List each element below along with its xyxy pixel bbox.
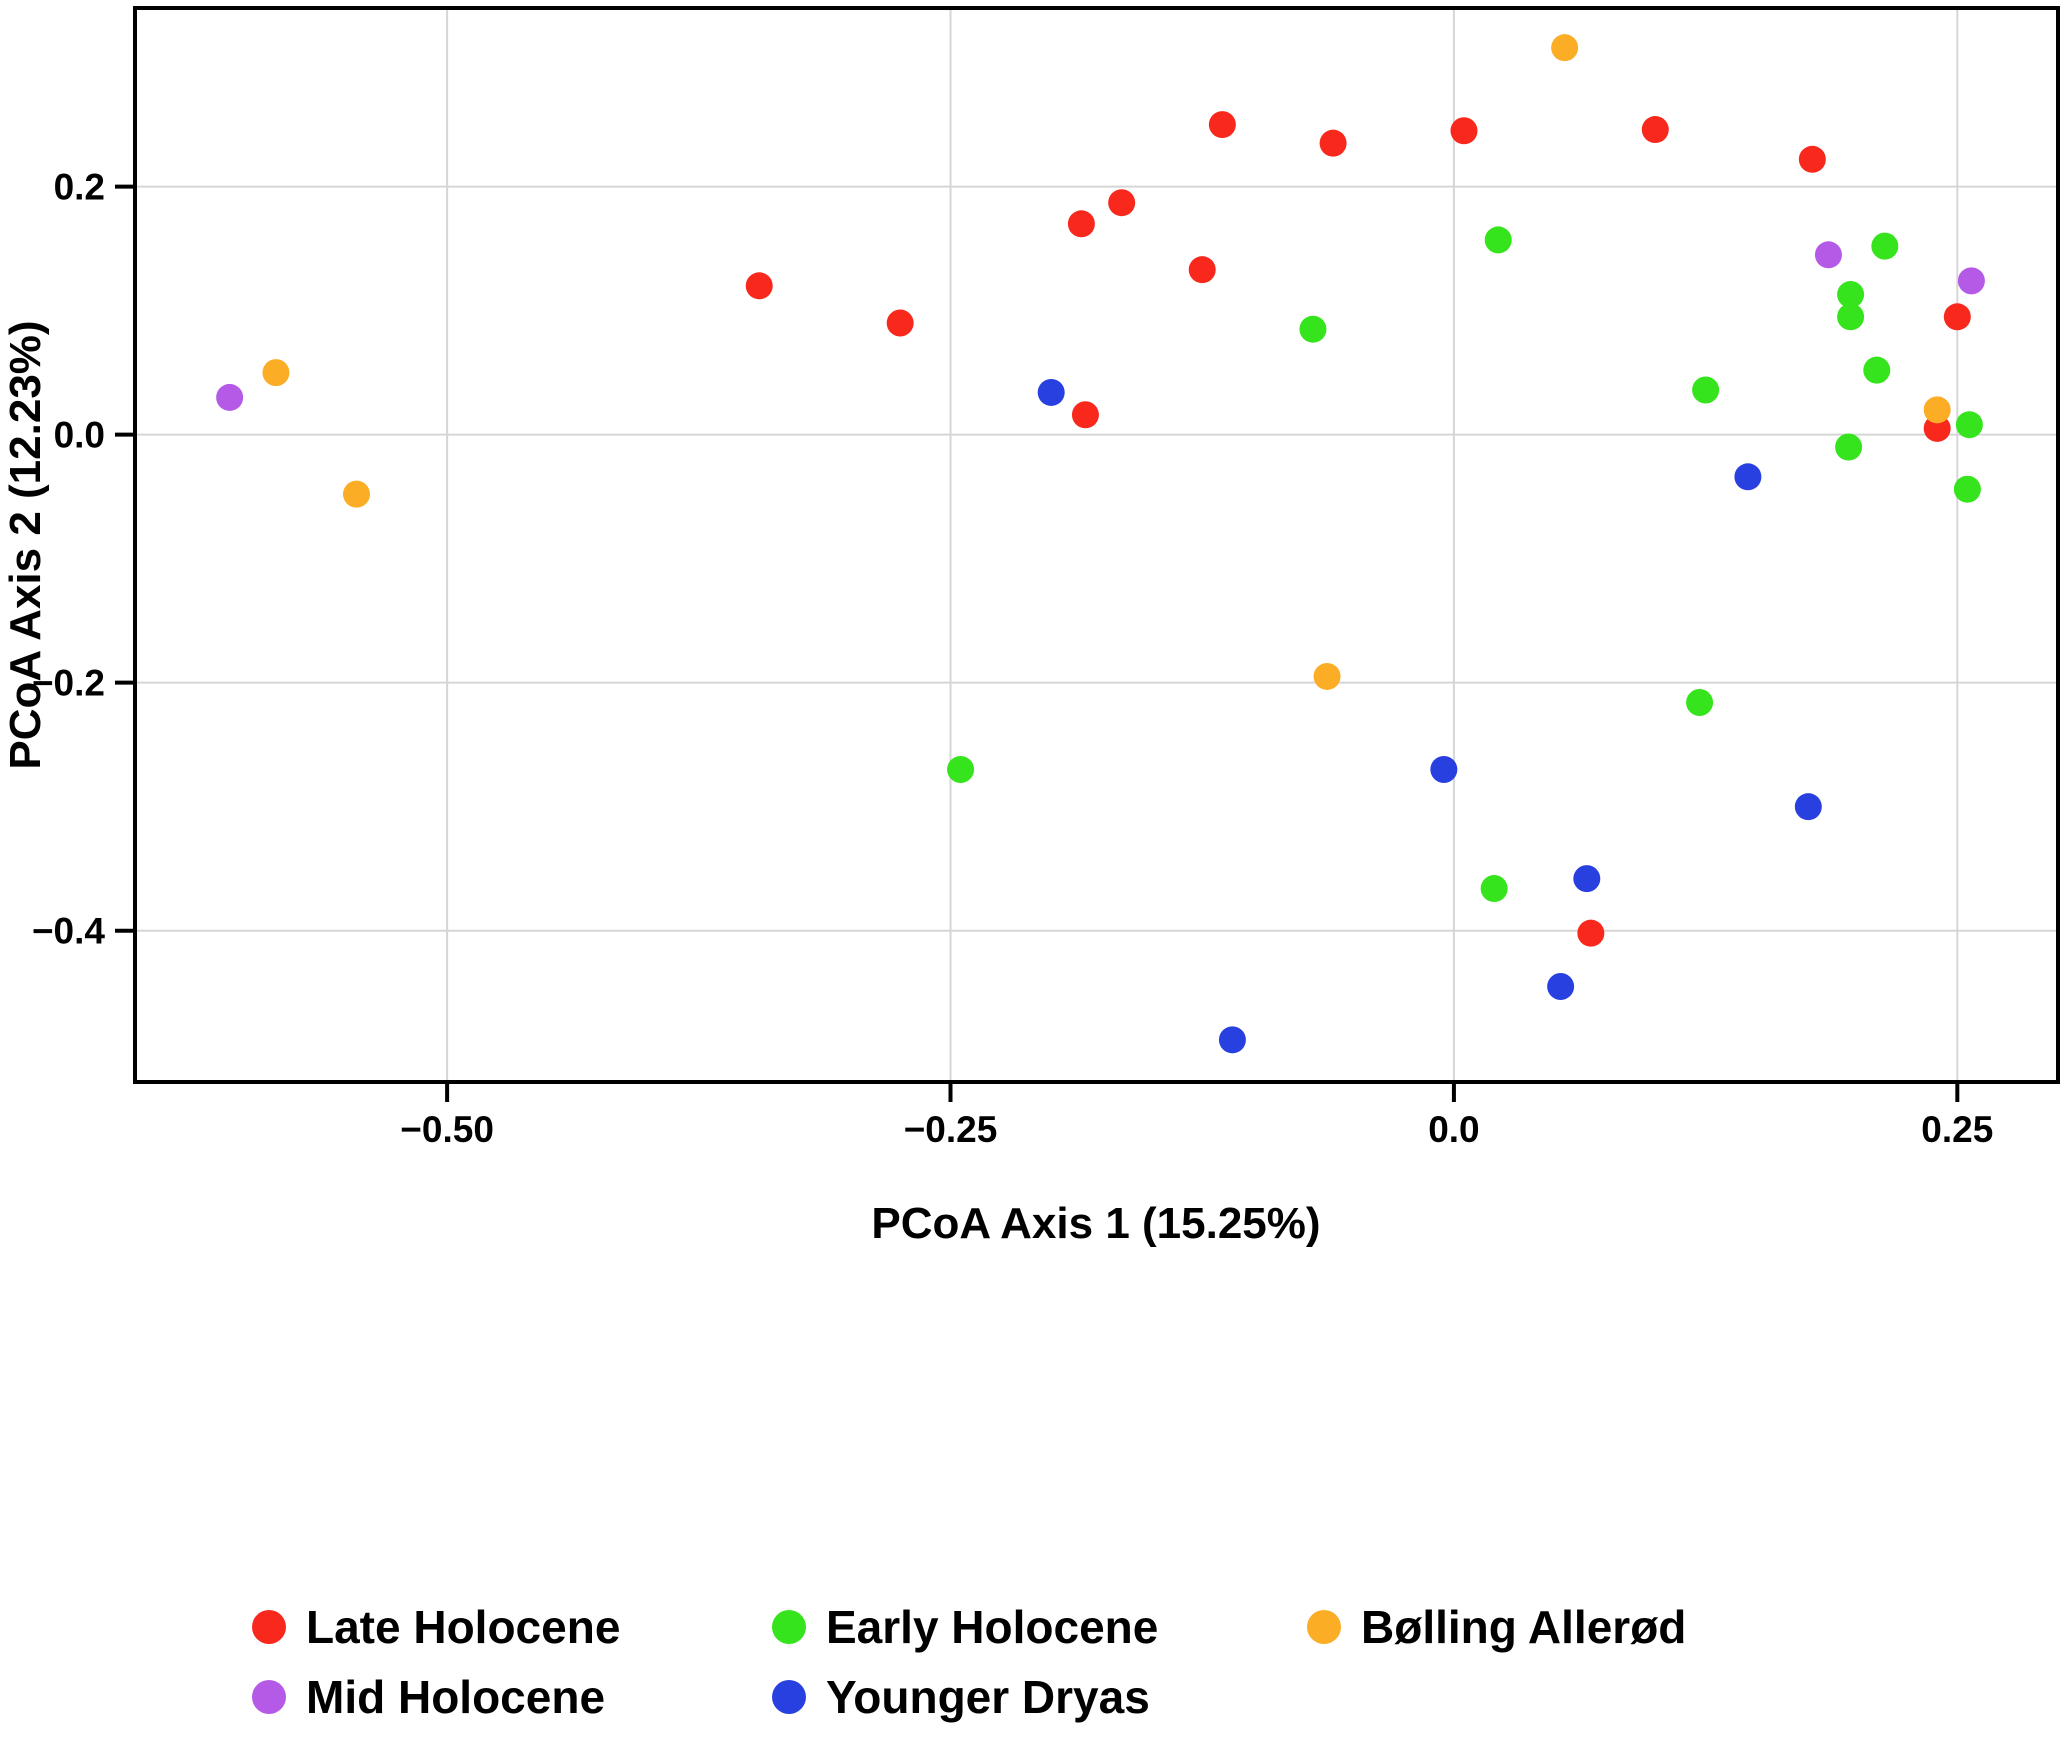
y-axis-title: PCoA Axis 2 (12.23%) bbox=[1, 320, 50, 769]
data-point bbox=[1957, 267, 1985, 295]
data-point bbox=[886, 309, 914, 337]
data-point bbox=[1734, 463, 1762, 491]
x-tick-label: 0.25 bbox=[1921, 1109, 1993, 1150]
data-point bbox=[1480, 875, 1508, 903]
gridlines bbox=[135, 8, 2058, 1082]
legend-label: Late Holocene bbox=[306, 1601, 621, 1653]
legend-item: Bølling Allerød bbox=[1307, 1600, 1686, 1654]
data-point bbox=[262, 359, 290, 387]
legend-swatch-icon bbox=[252, 1680, 286, 1714]
data-point bbox=[342, 480, 370, 508]
data-points bbox=[216, 34, 1985, 1054]
legend: Late Holocene Early Holocene Bølling Aller… bbox=[252, 1600, 1686, 1724]
data-point bbox=[1450, 117, 1478, 145]
data-point bbox=[1686, 689, 1714, 717]
legend-label: Mid Holocene bbox=[306, 1671, 606, 1723]
data-point bbox=[1692, 376, 1720, 404]
data-point bbox=[1953, 475, 1981, 503]
data-point bbox=[1218, 1026, 1246, 1054]
tick-labels: −0.50 −0.25 0.0 0.25 0.2 0.0 −0.2 −0.4 bbox=[32, 167, 1993, 1150]
data-point bbox=[1188, 256, 1216, 284]
legend-item: Younger Dryas bbox=[772, 1670, 1307, 1724]
legend-item: Early Holocene bbox=[772, 1600, 1307, 1654]
data-point bbox=[1551, 34, 1579, 62]
data-point bbox=[947, 755, 975, 783]
data-point bbox=[1943, 303, 1971, 331]
data-point bbox=[1794, 793, 1822, 821]
data-point bbox=[1923, 414, 1951, 442]
y-tick-label: 0.2 bbox=[54, 167, 105, 208]
x-axis-title: PCoA Axis 1 (15.25%) bbox=[871, 1199, 1320, 1248]
y-tick-label: 0.0 bbox=[54, 415, 105, 456]
data-point bbox=[1319, 129, 1347, 157]
data-point bbox=[1837, 280, 1865, 308]
legend-swatch-icon bbox=[772, 1680, 806, 1714]
data-point bbox=[1108, 189, 1136, 217]
data-point bbox=[1814, 241, 1842, 269]
tick-marks bbox=[115, 184, 1960, 1102]
data-point bbox=[1863, 356, 1891, 384]
legend-label: Younger Dryas bbox=[826, 1671, 1150, 1723]
data-point bbox=[1835, 433, 1863, 461]
data-point bbox=[1837, 303, 1865, 331]
data-point bbox=[1067, 210, 1095, 238]
data-point bbox=[1484, 226, 1512, 254]
data-point bbox=[1037, 378, 1065, 406]
data-point bbox=[1299, 315, 1327, 343]
data-point bbox=[1313, 662, 1341, 690]
data-point bbox=[1641, 116, 1669, 144]
data-point bbox=[1871, 232, 1899, 260]
x-tick-label: 0.0 bbox=[1428, 1109, 1479, 1150]
y-tick-label: −0.4 bbox=[32, 911, 105, 952]
legend-swatch-icon bbox=[772, 1610, 806, 1644]
x-tick-label: −0.25 bbox=[904, 1109, 998, 1150]
data-point bbox=[1577, 919, 1605, 947]
legend-swatch-icon bbox=[1307, 1610, 1341, 1644]
data-point bbox=[1430, 755, 1458, 783]
legend-swatch-icon bbox=[252, 1610, 286, 1644]
data-point bbox=[1955, 411, 1983, 439]
data-point bbox=[1923, 396, 1951, 424]
y-tick-label: −0.2 bbox=[32, 663, 105, 704]
plot-border bbox=[133, 6, 2060, 1084]
data-point bbox=[1071, 401, 1099, 429]
data-point bbox=[1547, 973, 1575, 1001]
data-point bbox=[1573, 865, 1601, 893]
x-tick-label: −0.50 bbox=[400, 1109, 494, 1150]
legend-item: Mid Holocene bbox=[252, 1670, 772, 1724]
data-point bbox=[1208, 111, 1236, 139]
data-point bbox=[216, 383, 244, 411]
legend-label: Early Holocene bbox=[826, 1601, 1159, 1653]
data-point bbox=[745, 272, 773, 300]
legend-label: Bølling Allerød bbox=[1361, 1601, 1687, 1653]
data-point bbox=[1798, 145, 1826, 173]
legend-item: Late Holocene bbox=[252, 1600, 772, 1654]
